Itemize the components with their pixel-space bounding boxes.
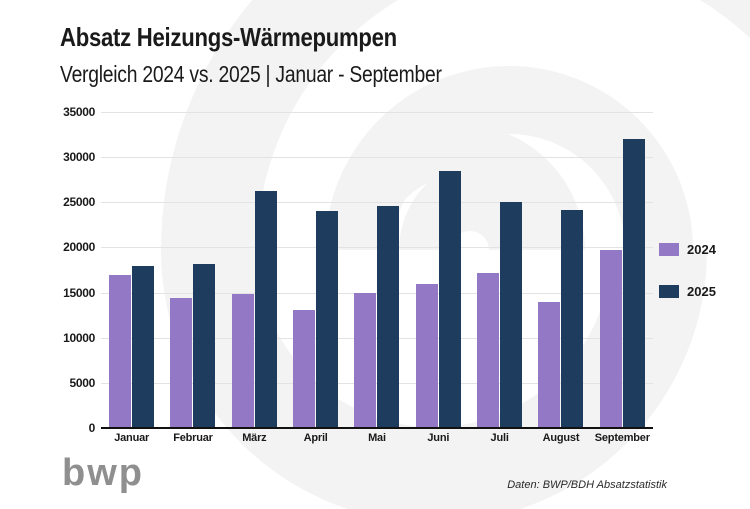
x-axis-label: März <box>242 432 267 444</box>
gridline <box>101 382 653 384</box>
y-axis-tick-label: 15000 <box>63 285 95 300</box>
bar-2024-juli <box>477 272 500 428</box>
gridline <box>101 202 653 204</box>
bar-group-august <box>530 112 591 428</box>
x-axis-label: Juni <box>427 432 450 444</box>
bar-group-juli <box>469 112 530 428</box>
bar-2024-januar <box>109 275 132 428</box>
bar-2025-juni <box>438 170 461 428</box>
gridline <box>101 112 653 113</box>
data-source-note: Daten: BWP/BDH Absatzstatistik <box>507 479 667 491</box>
legend-label: 2024 <box>687 242 716 257</box>
gridline <box>101 337 653 339</box>
bar-2024-mai <box>354 292 377 428</box>
x-axis-label: September <box>594 432 650 444</box>
chart-title: Absatz Heizungs-Wärmepumpen <box>60 22 397 52</box>
gridline <box>101 247 653 249</box>
y-axis-tick-label: 0 <box>88 421 96 435</box>
y-axis-tick-label: 20000 <box>63 240 95 255</box>
bar-2025-august <box>561 209 584 428</box>
bar-2024-märz <box>231 294 254 428</box>
bar-2025-märz <box>254 191 277 428</box>
x-axis-label: Mai <box>368 432 386 444</box>
bar-2025-september <box>622 139 645 428</box>
legend-swatch-2025 <box>659 285 679 298</box>
bar-group-januar <box>101 112 162 428</box>
bar-2025-juli <box>500 202 523 428</box>
y-axis: 0 5000 10000 15000 20000 25000 30000 35000 <box>40 105 96 435</box>
bar-2024-juni <box>415 284 438 428</box>
chart-subtitle: Vergleich 2024 vs. 2025 | Januar - Septe… <box>60 61 442 87</box>
bar-group-april <box>285 112 346 428</box>
bar-2025-februar <box>193 263 216 428</box>
legend-item-2025: 2025 <box>659 284 716 299</box>
bwp-logo: bwp <box>62 452 144 494</box>
x-axis-label: Juli <box>490 432 509 444</box>
gridline <box>101 157 653 159</box>
y-axis-tick-label: 30000 <box>63 150 95 165</box>
x-axis-label: Februar <box>173 432 213 444</box>
bar-group-juni <box>408 112 469 428</box>
legend-item-2024: 2024 <box>659 242 716 257</box>
x-axis-line <box>101 426 653 429</box>
x-axis-label: April <box>303 432 328 444</box>
bar-group-september <box>592 112 653 428</box>
chart-header: Absatz Heizungs-Wärmepumpen Vergleich 20… <box>60 22 514 88</box>
bar-2024-september <box>599 250 622 428</box>
bar-group-mai <box>346 112 407 428</box>
legend-label: 2025 <box>687 284 716 299</box>
bar-2024-april <box>293 309 316 428</box>
bar-2025-januar <box>132 265 155 428</box>
bar-group-märz <box>224 112 285 428</box>
bar-group-februar <box>162 112 223 428</box>
plot-area <box>101 112 653 429</box>
bar-2024-august <box>538 301 561 428</box>
bar-groups <box>101 112 653 428</box>
legend: 2024 2025 <box>659 242 716 326</box>
x-axis-labels: Januar Februar März April Mai Juni Juli August S… <box>101 432 653 444</box>
x-axis-label: August <box>542 432 580 444</box>
y-axis-tick-label: 10000 <box>63 330 95 345</box>
bar-2025-april <box>316 211 339 428</box>
bar-2025-mai <box>377 205 400 428</box>
y-axis-tick-label: 35000 <box>63 105 95 119</box>
bar-2024-februar <box>170 298 193 428</box>
x-axis-label: Januar <box>114 432 150 444</box>
y-axis-tick-label: 5000 <box>69 375 96 390</box>
y-axis-tick-label: 25000 <box>63 195 95 210</box>
gridline <box>101 292 653 294</box>
legend-swatch-2024 <box>659 243 679 256</box>
